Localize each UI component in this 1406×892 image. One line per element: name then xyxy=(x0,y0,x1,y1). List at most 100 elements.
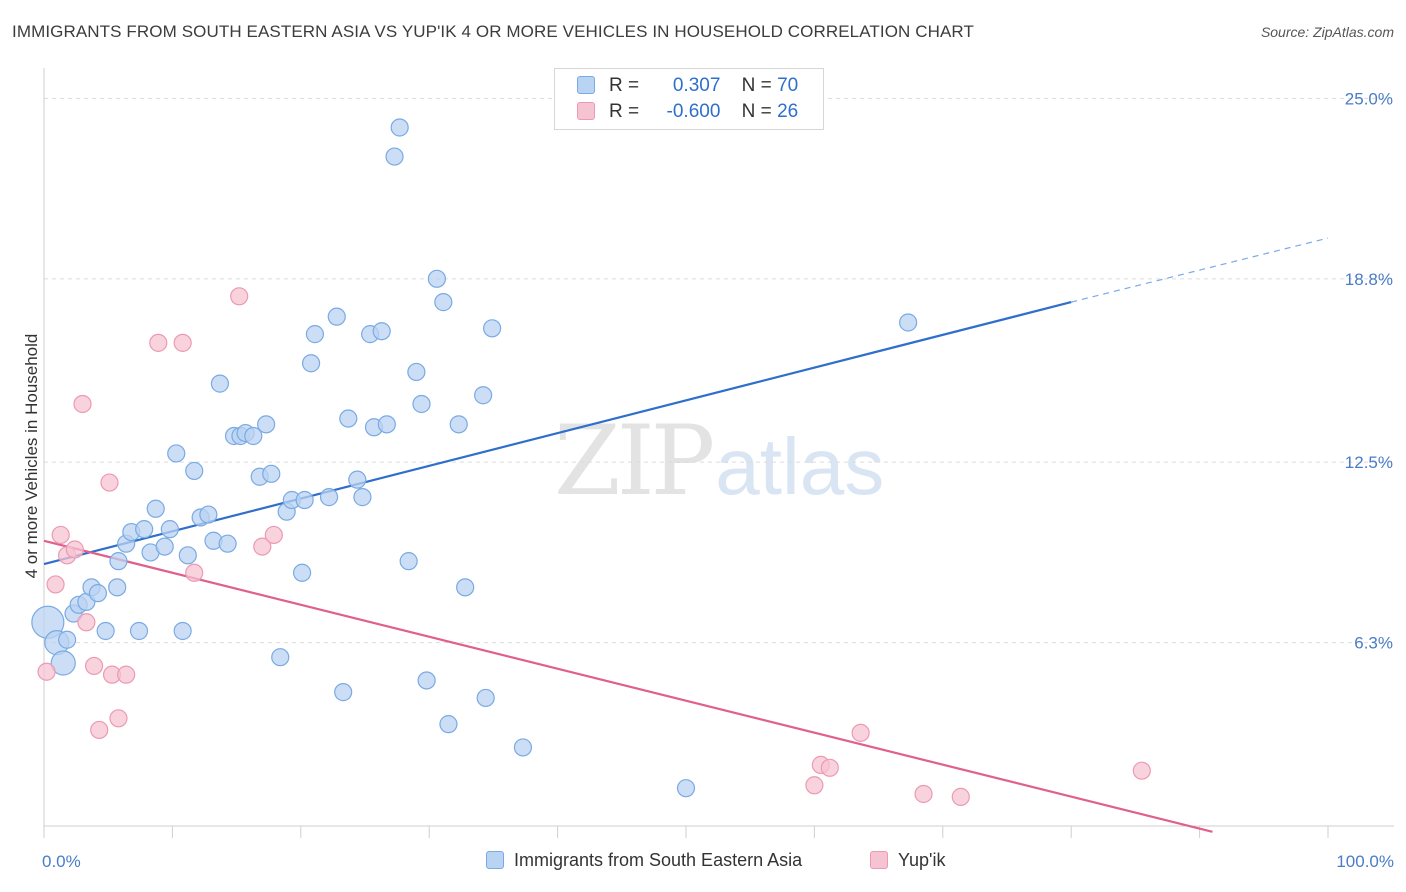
point-immigrants-se-asia xyxy=(173,621,192,641)
point-immigrants-se-asia xyxy=(178,546,197,565)
point-yupik xyxy=(820,758,839,777)
point-immigrants-se-asia xyxy=(167,444,186,463)
point-yupik xyxy=(914,784,933,804)
point-immigrants-se-asia xyxy=(513,738,533,757)
point-yupik xyxy=(230,287,249,306)
series-legend-pink: Yup'ik xyxy=(870,850,945,871)
trend-line-extension xyxy=(1071,237,1329,303)
y-tick-label: 6.3% xyxy=(1354,634,1393,653)
point-immigrants-se-asia xyxy=(412,394,431,414)
point-immigrants-se-asia xyxy=(319,488,339,507)
y-tick-label: 25.0% xyxy=(1345,89,1393,108)
point-yupik xyxy=(253,537,272,556)
point-immigrants-se-asia xyxy=(108,578,127,597)
point-immigrants-se-asia xyxy=(129,621,149,641)
point-immigrants-se-asia xyxy=(305,325,325,344)
legend-r-label: R = xyxy=(609,75,640,96)
point-yupik xyxy=(951,787,970,806)
trend-lines xyxy=(43,237,1329,833)
axes xyxy=(43,68,1394,838)
point-yupik xyxy=(65,540,84,559)
watermark-zip: ZIP xyxy=(554,405,715,517)
legend-n-value: 26 xyxy=(777,101,799,122)
point-immigrants-se-asia xyxy=(257,415,276,434)
point-immigrants-se-asia xyxy=(417,671,436,690)
point-yupik xyxy=(1132,761,1151,780)
point-yupik xyxy=(77,613,96,632)
y-tick-label: 18.8% xyxy=(1345,270,1393,289)
point-immigrants-se-asia xyxy=(476,688,495,708)
point-immigrants-se-asia xyxy=(135,520,154,539)
point-immigrants-se-asia xyxy=(109,552,128,571)
point-yupik xyxy=(149,333,168,352)
point-immigrants-se-asia xyxy=(353,488,372,507)
point-immigrants-se-asia xyxy=(483,319,502,338)
data-points xyxy=(31,118,1151,806)
point-yupik xyxy=(264,525,283,545)
legend-swatch-blue xyxy=(577,76,595,94)
series-swatch-pink xyxy=(870,851,888,869)
x-tick-label-start: 0.0% xyxy=(42,852,81,871)
point-immigrants-se-asia xyxy=(399,552,418,571)
point-yupik xyxy=(185,563,204,582)
point-immigrants-se-asia xyxy=(474,386,493,405)
point-yupik xyxy=(73,394,92,414)
point-immigrants-se-asia xyxy=(377,415,396,434)
point-yupik xyxy=(805,776,824,795)
series-legend-blue: Immigrants from South Eastern Asia xyxy=(486,850,802,871)
legend-n-value: 70 xyxy=(777,75,799,96)
point-immigrants-se-asia xyxy=(244,426,263,446)
legend-n-label: N = xyxy=(741,75,772,96)
legend-row-blue: R = 0.307 N = 70 xyxy=(577,75,798,99)
point-immigrants-se-asia xyxy=(339,409,358,428)
point-immigrants-se-asia xyxy=(427,269,447,288)
point-immigrants-se-asia xyxy=(88,584,108,603)
point-immigrants-se-asia xyxy=(210,374,230,393)
point-immigrants-se-asia xyxy=(292,563,312,582)
chart-title: IMMIGRANTS FROM SOUTH EASTERN ASIA VS YU… xyxy=(12,22,974,41)
point-immigrants-se-asia xyxy=(439,715,458,734)
y-axis-label: 4 or more Vehicles in Household xyxy=(22,333,41,579)
point-immigrants-se-asia xyxy=(372,322,391,341)
legend-r-value: 0.307 xyxy=(672,75,721,96)
point-immigrants-se-asia xyxy=(155,537,174,556)
watermark-atlas: atlas xyxy=(715,422,885,511)
point-yupik xyxy=(90,720,109,740)
y-tick-label: 12.5% xyxy=(1345,453,1393,472)
point-immigrants-se-asia xyxy=(199,505,218,524)
legend-r-label: R = xyxy=(609,101,640,122)
legend-n-label: N = xyxy=(741,101,772,122)
source-label: Source: ZipAtlas.com xyxy=(1260,24,1394,40)
point-yupik xyxy=(851,723,870,742)
legend-row-pink: R = -0.600 N = 26 xyxy=(577,101,798,125)
point-immigrants-se-asia xyxy=(385,147,404,166)
point-immigrants-se-asia xyxy=(96,621,115,641)
x-tick-label-end: 100.0% xyxy=(1336,852,1394,871)
point-immigrants-se-asia xyxy=(327,307,346,326)
point-immigrants-se-asia xyxy=(160,520,179,539)
point-immigrants-se-asia xyxy=(676,779,696,798)
point-immigrants-se-asia xyxy=(50,650,76,676)
point-immigrants-se-asia xyxy=(449,415,468,434)
y-tick-labels: 6.3% 12.5% 18.8% 25.0% xyxy=(1345,89,1393,652)
point-yupik xyxy=(37,662,56,681)
point-immigrants-se-asia xyxy=(456,578,475,597)
point-yupik xyxy=(46,575,65,594)
watermark: ZIPatlas xyxy=(554,405,884,517)
point-immigrants-se-asia xyxy=(407,362,426,382)
point-immigrants-se-asia xyxy=(185,461,204,481)
series-swatch-blue xyxy=(486,851,504,869)
point-immigrants-se-asia xyxy=(58,630,77,649)
point-yupik xyxy=(84,656,104,676)
point-immigrants-se-asia xyxy=(301,354,321,373)
point-immigrants-se-asia xyxy=(271,648,290,667)
grid-lines xyxy=(44,97,1394,644)
point-yupik xyxy=(173,333,192,352)
series-name-pink: Yup'ik xyxy=(898,850,946,870)
point-immigrants-se-asia xyxy=(899,313,918,332)
point-immigrants-se-asia xyxy=(348,470,367,489)
legend-swatch-pink xyxy=(577,102,595,120)
legend-r-value: -0.600 xyxy=(666,101,721,122)
point-yupik xyxy=(100,473,119,492)
point-immigrants-se-asia xyxy=(146,499,165,518)
